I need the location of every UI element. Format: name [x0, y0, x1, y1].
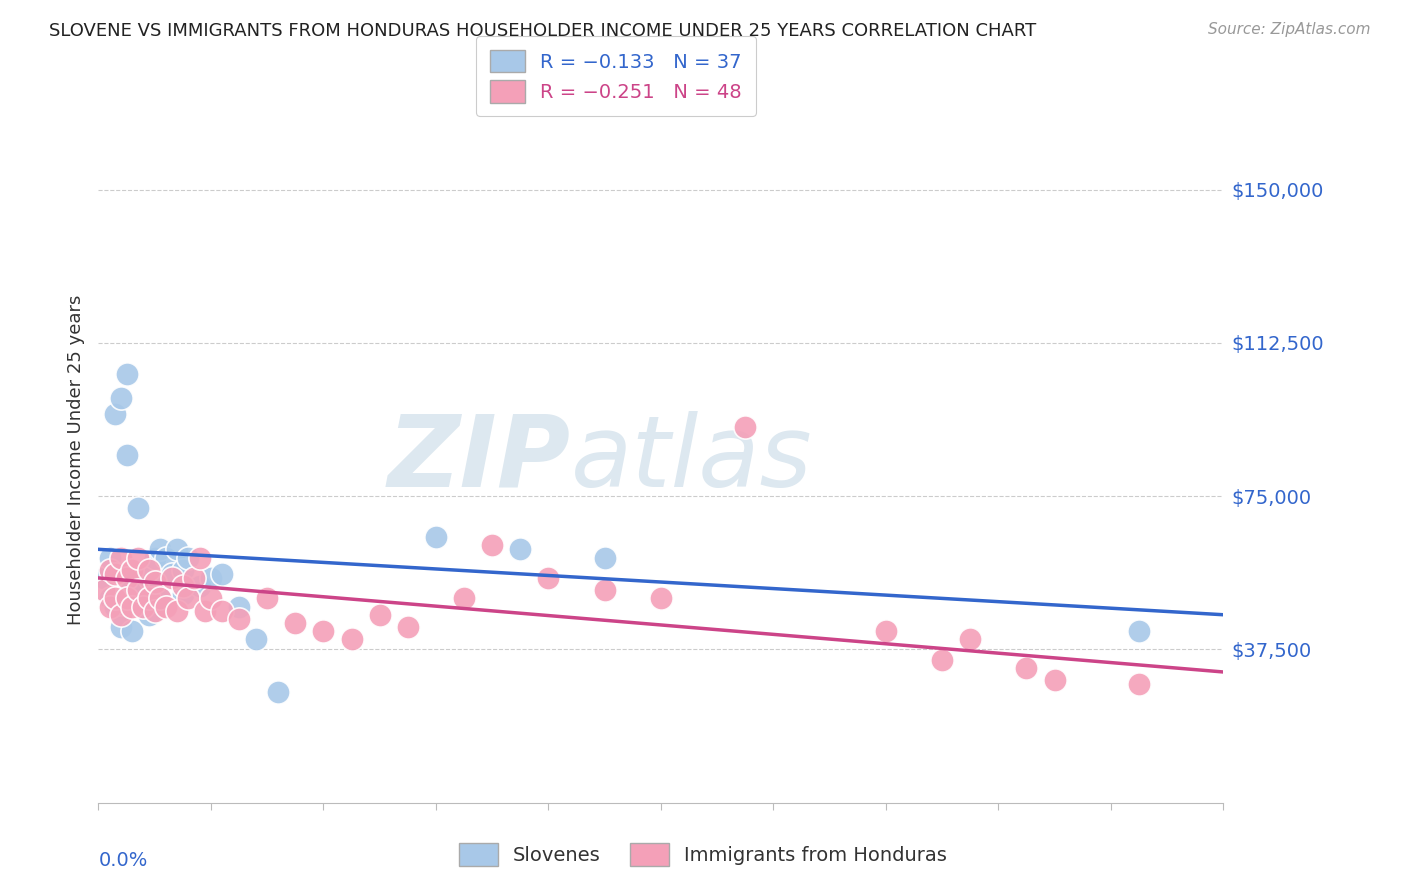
- Point: [160, 566, 183, 581]
- Point: [166, 604, 188, 618]
- Point: [172, 579, 194, 593]
- Point: [104, 599, 127, 614]
- Point: [98, 591, 121, 606]
- Text: atlas: atlas: [571, 411, 813, 508]
- Point: [155, 550, 177, 565]
- Point: [143, 575, 166, 590]
- Point: [875, 624, 897, 639]
- Point: [149, 591, 172, 606]
- Point: [959, 632, 981, 647]
- Point: [931, 653, 953, 667]
- Point: [734, 419, 756, 434]
- Point: [138, 571, 160, 585]
- Point: [453, 591, 475, 606]
- Point: [425, 530, 447, 544]
- Point: [368, 607, 391, 622]
- Point: [200, 571, 222, 585]
- Point: [188, 550, 211, 565]
- Point: [127, 550, 149, 565]
- Point: [340, 632, 363, 647]
- Point: [1015, 661, 1038, 675]
- Point: [104, 591, 127, 606]
- Point: [149, 591, 172, 606]
- Text: 0.0%: 0.0%: [98, 851, 148, 870]
- Point: [149, 542, 172, 557]
- Point: [1128, 624, 1150, 639]
- Point: [143, 591, 166, 606]
- Point: [228, 612, 250, 626]
- Point: [194, 604, 217, 618]
- Point: [115, 571, 138, 585]
- Point: [104, 408, 127, 422]
- Point: [143, 604, 166, 618]
- Point: [267, 685, 290, 699]
- Point: [396, 620, 419, 634]
- Point: [121, 624, 143, 639]
- Point: [110, 607, 132, 622]
- Point: [166, 542, 188, 557]
- Point: [172, 587, 194, 601]
- Point: [98, 599, 121, 614]
- Point: [138, 591, 160, 606]
- Point: [127, 583, 149, 598]
- Point: [143, 550, 166, 565]
- Legend: Slovenes, Immigrants from Honduras: Slovenes, Immigrants from Honduras: [451, 835, 955, 873]
- Point: [312, 624, 335, 639]
- Point: [172, 563, 194, 577]
- Text: SLOVENE VS IMMIGRANTS FROM HONDURAS HOUSEHOLDER INCOME UNDER 25 YEARS CORRELATIO: SLOVENE VS IMMIGRANTS FROM HONDURAS HOUS…: [49, 22, 1036, 40]
- Point: [160, 571, 183, 585]
- Point: [98, 563, 121, 577]
- Point: [121, 575, 143, 590]
- Point: [177, 591, 200, 606]
- Point: [509, 542, 531, 557]
- Point: [177, 550, 200, 565]
- Point: [104, 566, 127, 581]
- Text: Source: ZipAtlas.com: Source: ZipAtlas.com: [1208, 22, 1371, 37]
- Point: [256, 591, 278, 606]
- Point: [110, 550, 132, 565]
- Point: [138, 563, 160, 577]
- Point: [121, 563, 143, 577]
- Point: [593, 583, 616, 598]
- Point: [138, 607, 160, 622]
- Y-axis label: Householder Income Under 25 years: Householder Income Under 25 years: [66, 294, 84, 624]
- Point: [115, 367, 138, 381]
- Point: [228, 599, 250, 614]
- Point: [155, 599, 177, 614]
- Point: [93, 571, 115, 585]
- Point: [132, 583, 155, 598]
- Point: [110, 620, 132, 634]
- Point: [650, 591, 672, 606]
- Point: [98, 550, 121, 565]
- Legend: R = −0.133   N = 37, R = −0.251   N = 48: R = −0.133 N = 37, R = −0.251 N = 48: [477, 37, 755, 116]
- Point: [1043, 673, 1066, 688]
- Point: [481, 538, 503, 552]
- Point: [121, 599, 143, 614]
- Point: [93, 583, 115, 598]
- Text: ZIP: ZIP: [388, 411, 571, 508]
- Point: [132, 599, 155, 614]
- Point: [115, 591, 138, 606]
- Point: [127, 591, 149, 606]
- Point: [188, 579, 211, 593]
- Point: [110, 391, 132, 405]
- Point: [127, 501, 149, 516]
- Point: [537, 571, 560, 585]
- Point: [245, 632, 267, 647]
- Point: [115, 448, 138, 462]
- Point: [132, 599, 155, 614]
- Point: [211, 604, 233, 618]
- Point: [183, 571, 205, 585]
- Point: [593, 550, 616, 565]
- Point: [284, 615, 307, 630]
- Point: [211, 566, 233, 581]
- Point: [1128, 677, 1150, 691]
- Point: [200, 591, 222, 606]
